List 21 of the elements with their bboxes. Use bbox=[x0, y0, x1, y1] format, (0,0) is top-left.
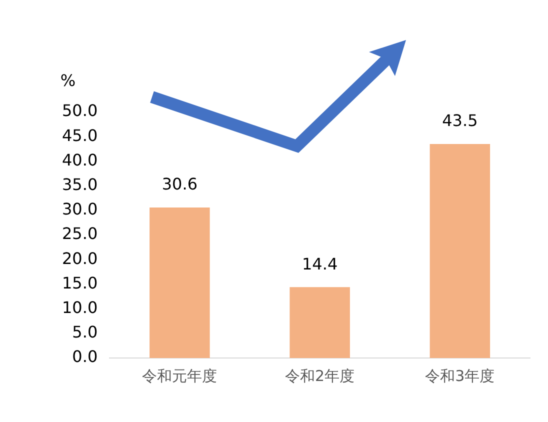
x-tick-label: 令和元年度 bbox=[142, 366, 218, 385]
y-tick-label: 20.0 bbox=[62, 248, 98, 268]
y-tick-label: 35.0 bbox=[62, 174, 98, 194]
bar bbox=[150, 207, 210, 358]
data-label: 14.4 bbox=[302, 254, 338, 274]
x-tick-label: 令和2年度 bbox=[285, 366, 355, 385]
y-tick-label: 10.0 bbox=[62, 298, 98, 317]
y-tick-label: 40.0 bbox=[62, 150, 98, 170]
bar bbox=[290, 287, 350, 358]
y-tick-label: 15.0 bbox=[62, 273, 98, 292]
x-tick-label: 令和3年度 bbox=[425, 366, 495, 385]
y-tick-label: 5.0 bbox=[72, 322, 98, 342]
data-label: 43.5 bbox=[442, 111, 478, 130]
bar bbox=[430, 144, 490, 358]
y-tick-label: 45.0 bbox=[62, 126, 98, 145]
y-tick-label: 25.0 bbox=[62, 224, 98, 244]
data-label: 30.6 bbox=[162, 174, 198, 194]
y-axis-title: % bbox=[60, 71, 76, 90]
y-tick-label: 0.0 bbox=[72, 347, 98, 366]
y-tick-label: 50.0 bbox=[62, 101, 98, 120]
y-tick-label: 30.0 bbox=[62, 200, 98, 219]
